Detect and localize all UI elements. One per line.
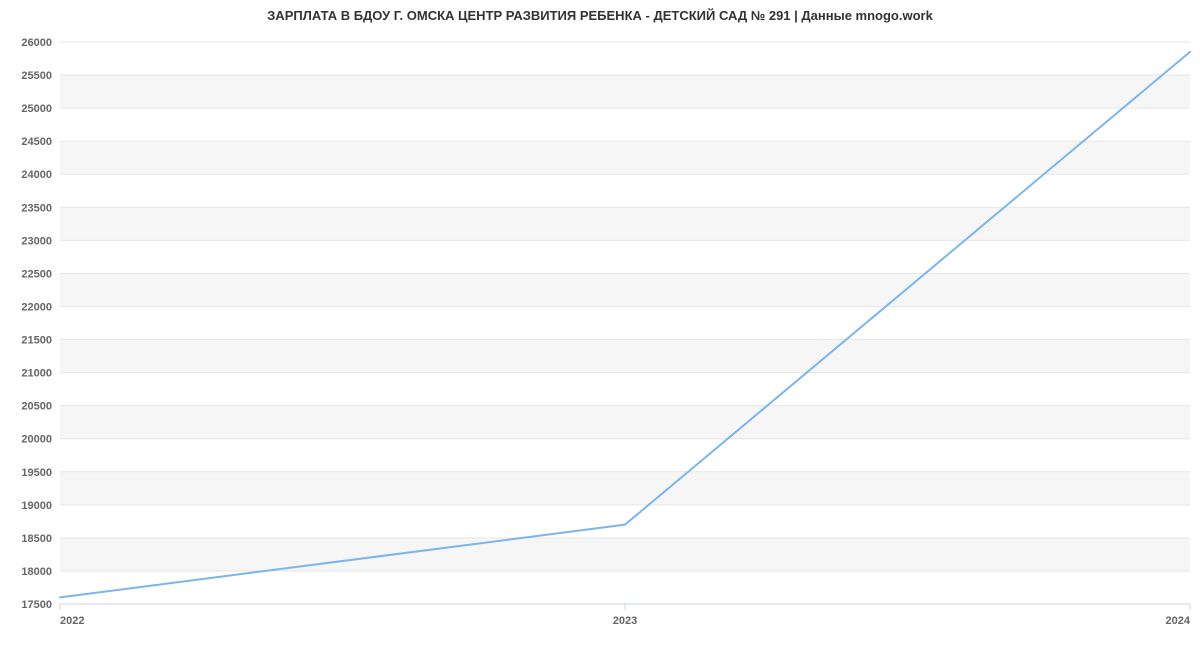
y-tick-label: 26000: [21, 37, 52, 49]
y-tick-label: 21000: [21, 368, 52, 380]
y-tick-label: 20500: [21, 401, 52, 413]
x-tick-label: 2024: [1166, 615, 1191, 627]
y-tick-label: 24500: [21, 136, 52, 148]
chart-container: ЗАРПЛАТА В БДОУ Г. ОМСКА ЦЕНТР РАЗВИТИЯ …: [0, 0, 1200, 650]
y-tick-label: 25000: [21, 103, 52, 115]
y-tick-label: 19500: [21, 467, 52, 479]
y-tick-label: 18500: [21, 533, 52, 545]
x-tick-label: 2022: [60, 615, 84, 627]
chart-svg: 2022 2023 2024 17500 18000 18500 19000 19500 200…: [0, 0, 1200, 650]
y-tick-label: 23500: [21, 202, 52, 214]
y-tick-label: 20000: [21, 434, 52, 446]
y-tick-label: 24000: [21, 169, 52, 181]
y-tick-label: 22000: [21, 301, 52, 313]
y-tick-label: 23000: [21, 235, 52, 247]
y-tick-label: 21500: [21, 335, 52, 347]
series-line-salary: [60, 52, 1190, 597]
y-tick-label: 19000: [21, 500, 52, 512]
y-tick-label: 18000: [21, 566, 52, 578]
y-tick-label: 17500: [21, 599, 52, 611]
y-tick-label: 22500: [21, 268, 52, 280]
y-tick-label: 25500: [21, 70, 52, 82]
x-tick-label: 2023: [613, 615, 637, 627]
